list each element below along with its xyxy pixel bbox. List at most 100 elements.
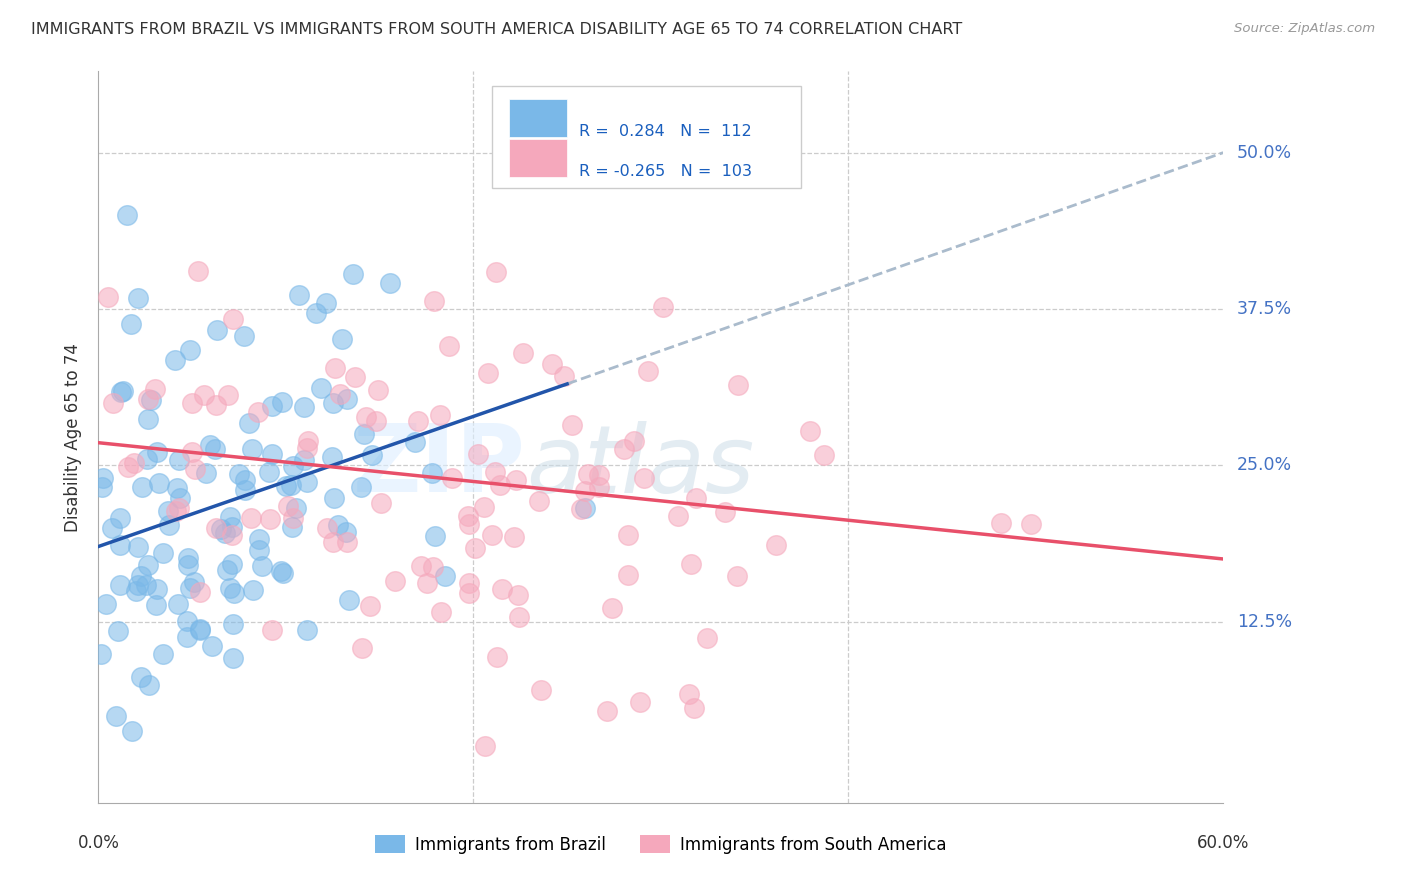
Point	[163, 353, 186, 368]
Point	[679, 557, 702, 571]
Point	[165, 504, 187, 518]
Point	[233, 474, 256, 488]
Point	[93, 471, 115, 485]
Point	[683, 701, 706, 715]
Point	[617, 528, 640, 542]
Point	[713, 505, 735, 519]
Point	[457, 509, 479, 524]
Point	[467, 447, 489, 461]
Point	[378, 276, 401, 290]
Point	[117, 460, 139, 475]
Point	[416, 576, 439, 591]
Point	[139, 392, 162, 407]
Point	[211, 522, 233, 536]
Point	[596, 704, 619, 718]
Point	[94, 597, 117, 611]
Point	[125, 584, 148, 599]
Point	[127, 291, 149, 305]
Point	[322, 535, 344, 549]
Point	[187, 264, 209, 278]
Point	[727, 378, 749, 392]
Point	[315, 521, 337, 535]
Point	[152, 647, 174, 661]
Point	[491, 582, 513, 596]
Point	[124, 456, 146, 470]
Point	[214, 525, 236, 540]
Point	[295, 623, 318, 637]
Point	[651, 300, 673, 314]
Point	[623, 434, 645, 448]
Point	[588, 479, 610, 493]
Point	[218, 581, 240, 595]
Point	[685, 491, 707, 506]
Text: atlas: atlas	[526, 421, 754, 512]
Point	[205, 521, 228, 535]
Point	[384, 574, 406, 588]
Point	[166, 597, 188, 611]
Text: 0.0%: 0.0%	[77, 834, 120, 852]
Point	[138, 678, 160, 692]
Point	[145, 445, 167, 459]
Point	[222, 617, 245, 632]
Point	[221, 520, 243, 534]
Point	[477, 367, 499, 381]
Legend: Immigrants from Brazil, Immigrants from South America: Immigrants from Brazil, Immigrants from …	[368, 829, 953, 860]
Point	[541, 357, 564, 371]
Point	[725, 568, 748, 582]
Point	[280, 478, 302, 492]
Point	[440, 470, 463, 484]
Point	[472, 500, 495, 514]
Point	[217, 388, 239, 402]
Point	[166, 481, 188, 495]
Point	[190, 623, 212, 637]
Point	[458, 576, 481, 591]
Point	[90, 647, 112, 661]
Point	[433, 569, 456, 583]
Point	[285, 500, 308, 515]
Text: 60.0%: 60.0%	[1197, 834, 1250, 852]
Point	[350, 640, 373, 655]
Point	[259, 465, 281, 479]
Point	[233, 483, 256, 497]
Point	[366, 414, 388, 428]
Point	[569, 502, 592, 516]
Point	[678, 687, 700, 701]
Point	[486, 649, 509, 664]
Text: 37.5%: 37.5%	[1237, 300, 1292, 318]
Point	[328, 517, 350, 532]
Point	[136, 412, 159, 426]
Point	[200, 639, 222, 653]
Point	[259, 512, 281, 526]
Point	[121, 724, 143, 739]
Point	[359, 599, 381, 613]
Point	[239, 511, 262, 525]
Point	[330, 332, 353, 346]
Point	[322, 491, 344, 506]
Point	[135, 578, 157, 592]
Point	[260, 447, 283, 461]
Point	[574, 483, 596, 498]
Point	[222, 651, 245, 665]
Point	[167, 500, 190, 515]
Point	[309, 381, 332, 395]
Point	[423, 529, 446, 543]
Point	[108, 577, 131, 591]
Point	[179, 343, 201, 358]
Point	[484, 465, 506, 479]
Point	[180, 396, 202, 410]
Point	[353, 427, 375, 442]
Point	[108, 538, 131, 552]
Point	[271, 566, 294, 580]
Point	[260, 624, 283, 638]
Point	[342, 267, 364, 281]
Point	[1019, 516, 1042, 531]
Point	[110, 511, 132, 525]
Point	[489, 478, 512, 492]
Point	[283, 510, 305, 524]
Point	[457, 516, 479, 531]
Point	[143, 383, 166, 397]
Point	[198, 438, 221, 452]
Point	[628, 695, 651, 709]
Point	[221, 528, 243, 542]
Point	[527, 494, 550, 508]
